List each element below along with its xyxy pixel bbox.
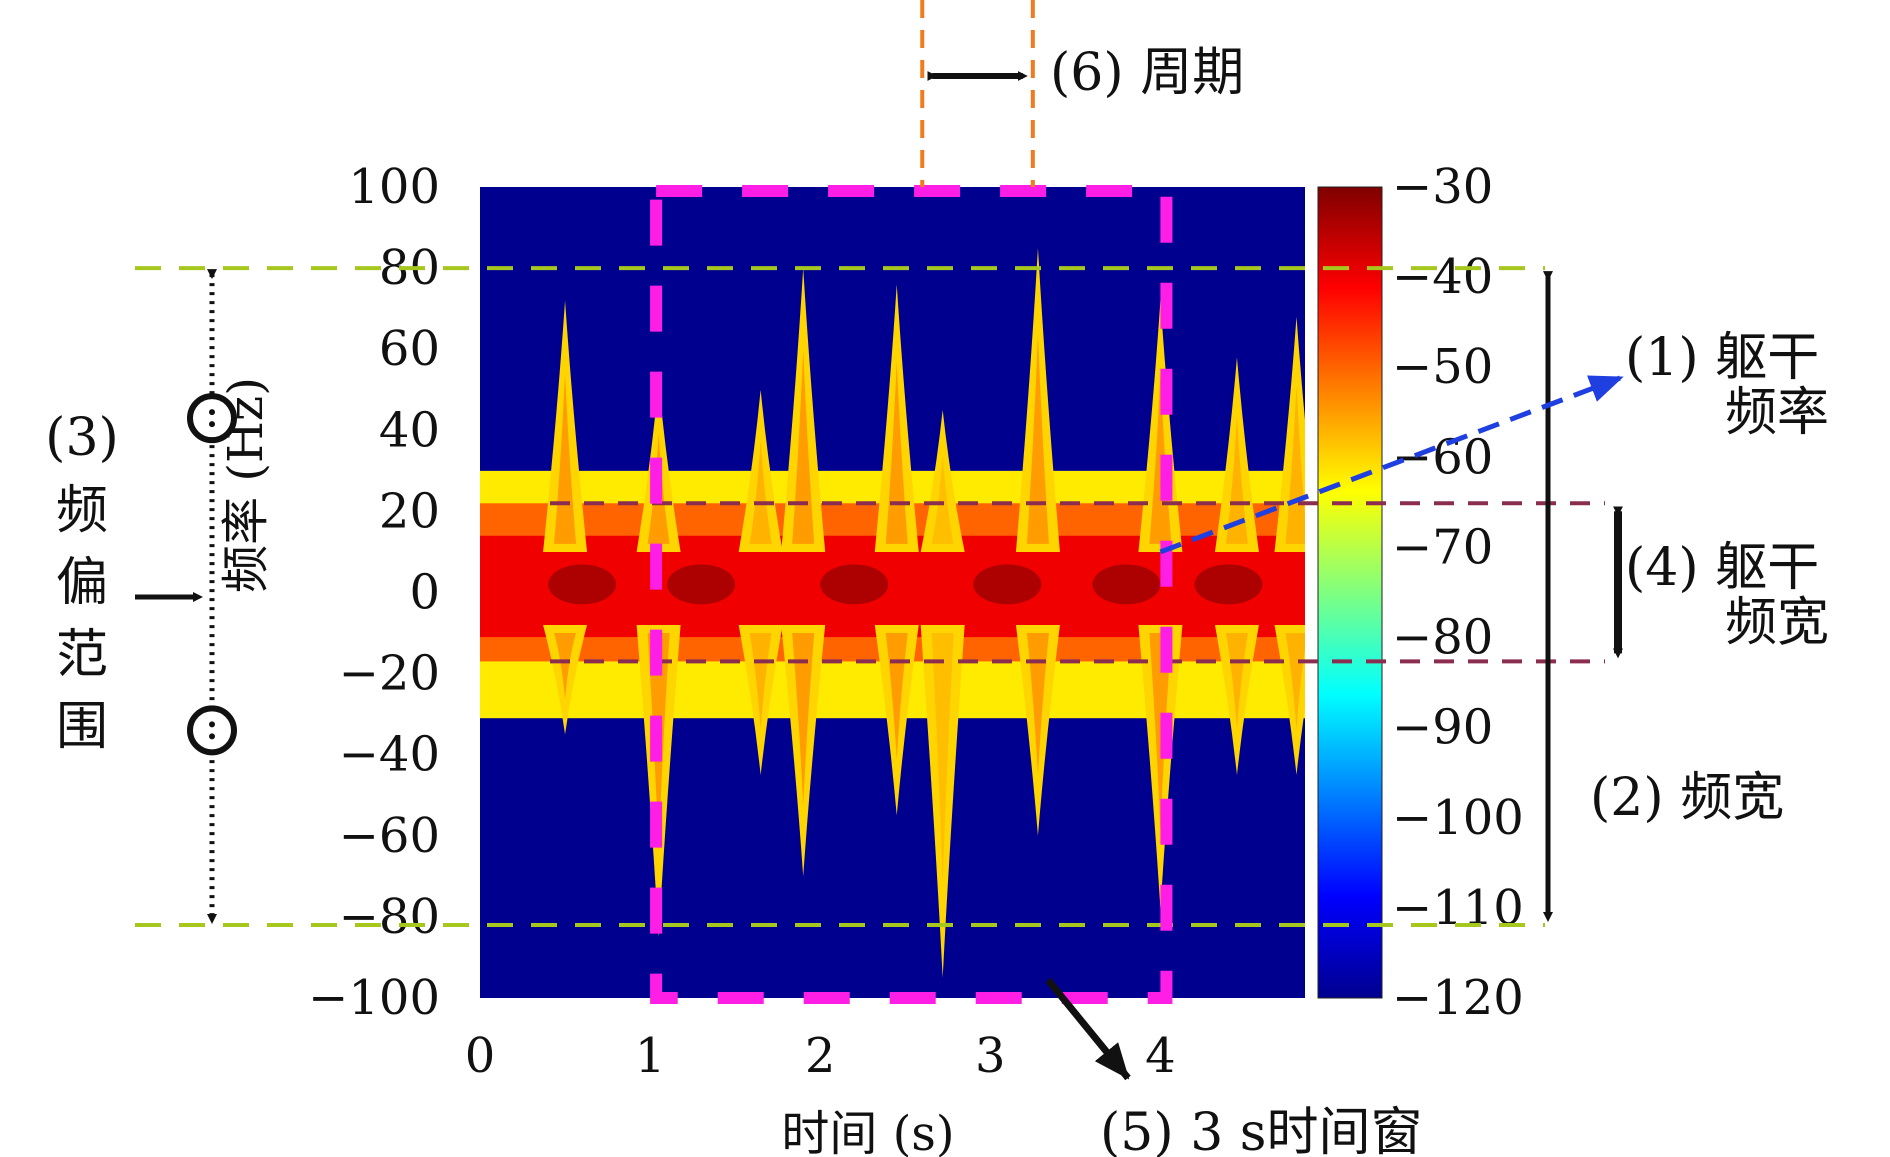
colorbar-tick-label: −110 (1392, 880, 1524, 936)
limb-burst-up-core (931, 455, 954, 544)
torso-hotspot (1092, 564, 1161, 605)
y-tick-label: 0 (409, 565, 440, 621)
torso-frequency-label-line2: 频率 (1725, 383, 1829, 443)
limb-burst-up-core (1026, 333, 1049, 544)
limb-burst-down-core (885, 633, 908, 760)
offset-marker-dot (209, 409, 215, 416)
colorbar-tick-label: −120 (1392, 970, 1524, 1026)
time-window-arrow (1045, 977, 1131, 1081)
limb-burst-up-core (792, 349, 815, 544)
limb-burst-down-core (1026, 633, 1049, 775)
limb-burst-up-core (749, 440, 772, 544)
limb-burst-up-core (554, 373, 577, 544)
y-tick-label: 100 (348, 159, 440, 215)
torso-hotspot (1194, 564, 1263, 605)
colorbar-tick-labels: −30 −40 −50 −60 −70 −80 −90 −100 −110 −120 (1392, 159, 1524, 1026)
limb-burst-down-core (1225, 633, 1248, 730)
colorbar-gradient (1317, 186, 1383, 999)
limb-burst-down-core (749, 633, 772, 730)
torso-bandwidth-label-line2: 频宽 (1725, 593, 1829, 653)
offset-marker-dot (209, 421, 215, 428)
colorbar-tick-label: −90 (1392, 700, 1493, 756)
limb-burst-up-core (1225, 416, 1248, 544)
x-axis-tick-labels: 0 1 2 3 4 (465, 1028, 1176, 1084)
y-tick-label: −100 (308, 970, 440, 1026)
y-tick-label: −80 (339, 889, 440, 945)
colorbar-tick-label: −80 (1392, 610, 1493, 666)
frequency-offset-char-1: 频 (56, 481, 108, 541)
torso-hotspot (820, 564, 889, 605)
x-tick-label: 2 (805, 1028, 836, 1084)
torso-hotspot (548, 564, 617, 605)
x-axis-label: 时间 (s) (781, 1106, 954, 1157)
y-tick-label: 60 (379, 321, 440, 377)
colorbar-tick-label: −30 (1392, 159, 1493, 215)
time-window-label: (5) 3 s时间窗 (1100, 1103, 1423, 1157)
offset-marker-dot (209, 733, 215, 740)
x-tick-label: 3 (975, 1028, 1006, 1084)
y-tick-label: 20 (379, 483, 440, 539)
colorbar-tick-label: −50 (1392, 339, 1493, 395)
y-tick-label: −40 (339, 727, 440, 783)
y-tick-label: 40 (379, 402, 440, 458)
limb-burst-down-core (931, 633, 954, 882)
x-tick-label: 1 (635, 1028, 666, 1084)
frequency-offset-char-3: 范 (56, 625, 108, 685)
colorbar-tick-label: −100 (1392, 790, 1524, 846)
colorbar-tick-label: −70 (1392, 519, 1493, 575)
limb-burst-up-core (885, 361, 908, 544)
x-tick-label: 0 (465, 1028, 496, 1084)
x-tick-label: 4 (1145, 1028, 1176, 1084)
plot-area (480, 187, 1305, 998)
frequency-offset-label-number: (3) (45, 408, 119, 468)
offset-marker-circle (187, 705, 237, 756)
time-window-box (650, 185, 1173, 1004)
period-label: (6) 周期 (1050, 43, 1244, 103)
bandwidth-label: (2) 频宽 (1590, 768, 1784, 828)
torso-hotspot (667, 564, 736, 605)
colorbar-tick-label: −60 (1392, 429, 1493, 485)
offset-marker-dot (209, 721, 215, 728)
limb-burst-down-core (554, 633, 577, 699)
y-tick-label: −20 (339, 646, 440, 702)
limb-burst-down-core (1285, 633, 1305, 730)
colorbar-tick-label: −40 (1392, 249, 1493, 305)
y-tick-label: −60 (339, 808, 440, 864)
annotation-overlays (135, 0, 1624, 1081)
offset-marker-circle (187, 393, 237, 444)
limb-burst-down-core (792, 633, 815, 806)
frequency-offset-char-4: 围 (56, 697, 108, 757)
torso-hotspot (973, 564, 1042, 605)
torso-frequency-label-line1: (1) 躯干 (1625, 328, 1819, 388)
frequency-offset-label: (3) 频 偏 范 围 (45, 408, 119, 757)
colorbar: −30 −40 −50 −60 −70 −80 −90 −100 −110 −120 (1317, 159, 1524, 1026)
torso-frequency-arrow (1159, 375, 1624, 555)
frequency-offset-char-2: 偏 (56, 553, 108, 613)
torso-bandwidth-label-line1: (4) 躯干 (1625, 538, 1819, 598)
